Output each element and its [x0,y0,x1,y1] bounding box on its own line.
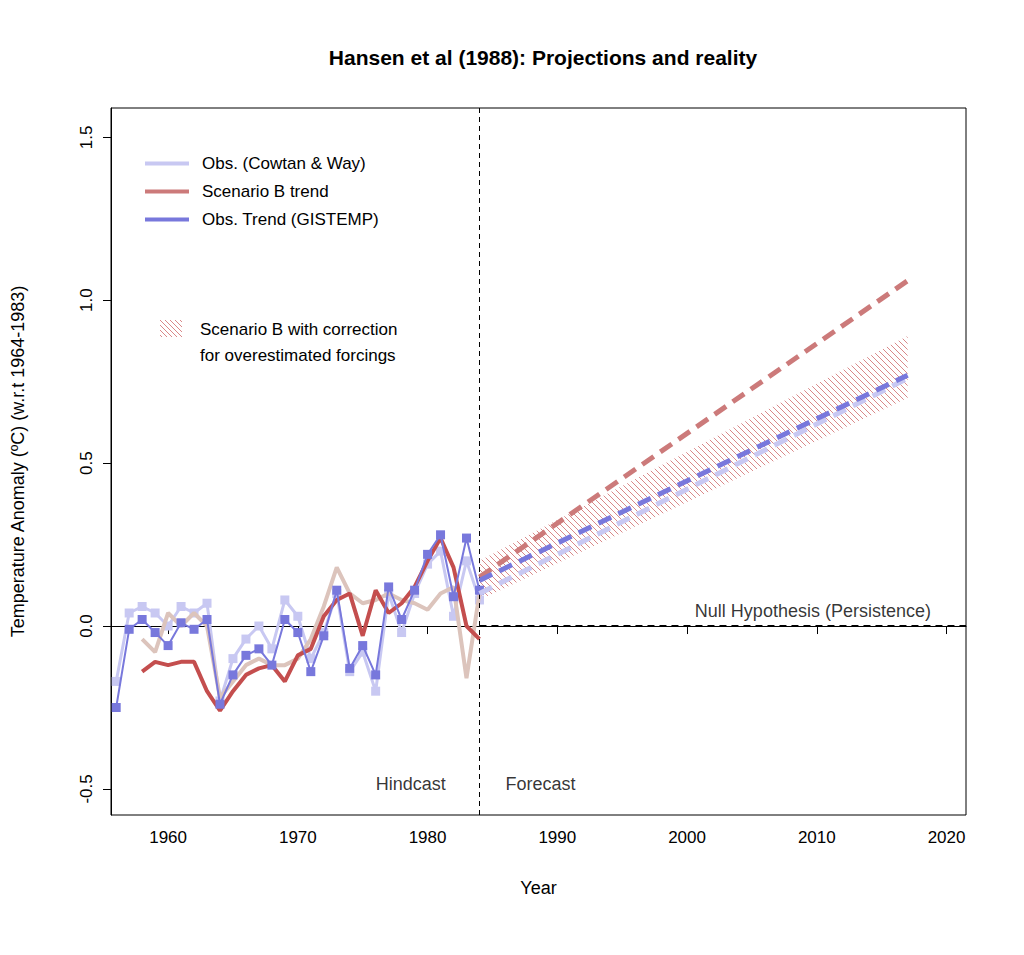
svg-text:Scenario B trend: Scenario B trend [202,182,329,201]
svg-text:1970: 1970 [279,828,317,847]
svg-text:1.5: 1.5 [77,126,96,150]
svg-text:Hansen et al (1988): Projectio: Hansen et al (1988): Projections and rea… [329,46,758,69]
svg-text:2020: 2020 [928,828,966,847]
svg-text:Temperature Anomaly (ºC) (w.r.: Temperature Anomaly (ºC) (w.r.t 1964-198… [8,286,28,638]
svg-text:Null Hypothesis (Persistence): Null Hypothesis (Persistence) [695,601,931,621]
svg-text:1960: 1960 [149,828,187,847]
svg-text:Scenario B with correction: Scenario B with correction [200,320,397,339]
svg-text:Hindcast: Hindcast [376,774,446,794]
svg-text:1990: 1990 [538,828,576,847]
svg-text:for overestimated forcings: for overestimated forcings [200,346,396,365]
svg-text:2000: 2000 [668,828,706,847]
svg-text:2010: 2010 [798,828,836,847]
svg-text:Obs. (Cowtan & Way): Obs. (Cowtan & Way) [202,154,366,173]
svg-text:0.5: 0.5 [77,451,96,475]
svg-text:Year: Year [520,878,556,898]
svg-text:1.0: 1.0 [77,288,96,312]
svg-text:Obs. Trend (GISTEMP): Obs. Trend (GISTEMP) [202,210,379,229]
svg-text:0.0: 0.0 [77,614,96,638]
svg-text:Forecast: Forecast [505,774,575,794]
svg-text:1980: 1980 [409,828,447,847]
svg-text:-0.5: -0.5 [77,774,96,803]
